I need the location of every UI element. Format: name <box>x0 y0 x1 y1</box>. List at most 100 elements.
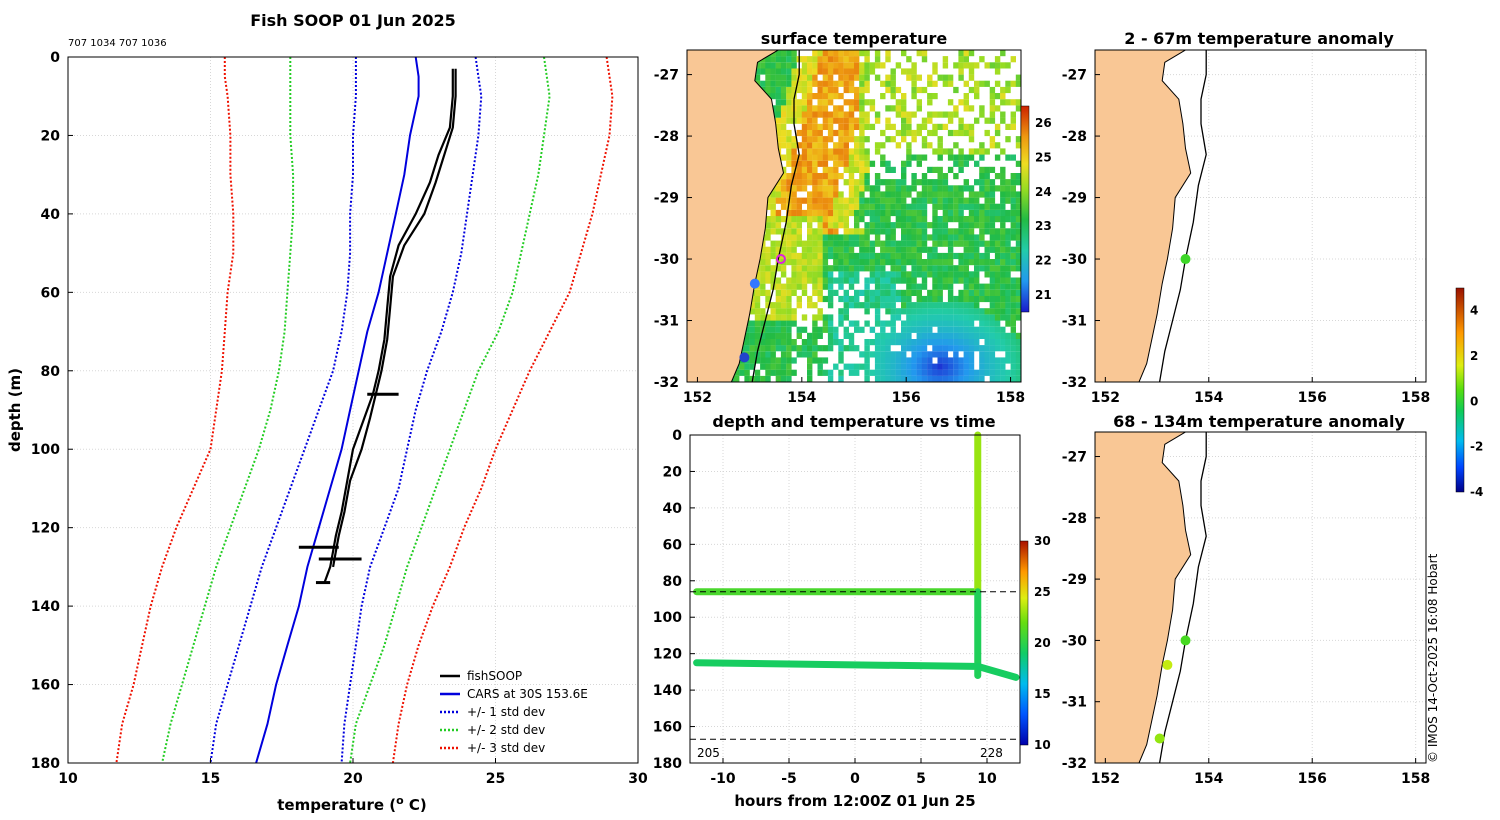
sst-cell <box>817 142 823 149</box>
sst-cell <box>791 154 797 161</box>
sst-cell <box>775 197 782 204</box>
sst-cell <box>937 375 943 382</box>
sst-cell <box>974 283 980 290</box>
sst-cell <box>1015 74 1021 81</box>
sst-cell <box>843 234 849 241</box>
sst-cell <box>854 240 860 247</box>
sst-cell <box>968 222 975 229</box>
sst-cell <box>1005 314 1011 321</box>
sst-cell <box>848 123 855 130</box>
sst-cell <box>942 197 949 204</box>
sst-cell <box>1010 357 1016 364</box>
sst-cell <box>994 142 1001 149</box>
sst-cell <box>895 308 902 315</box>
sst-cell <box>807 228 813 235</box>
sst-marker <box>739 352 750 363</box>
sst-cell <box>911 179 917 186</box>
sst-cell <box>984 339 990 346</box>
sst-cell <box>848 50 855 57</box>
sst-cell <box>901 265 907 272</box>
sst-cell <box>822 209 829 217</box>
sst-cell <box>911 252 917 260</box>
sst-cell <box>775 216 782 223</box>
sst-cell <box>890 203 896 210</box>
sst-cell <box>765 314 771 321</box>
sst-cell <box>765 332 771 339</box>
anomaly-top-y-tick-label: -28 <box>1062 129 1087 145</box>
sst-cell <box>786 363 792 370</box>
sst-cell <box>906 117 912 124</box>
sst-cell <box>937 289 943 296</box>
sst-cell <box>1010 295 1016 303</box>
sst-cell <box>822 179 829 186</box>
sst-cell <box>859 123 865 130</box>
sst-cell <box>859 179 865 186</box>
sst-cell <box>807 197 813 204</box>
sst-cell <box>765 369 771 376</box>
sst-cell <box>791 320 797 327</box>
sst-cell <box>1000 332 1006 339</box>
sst-cell <box>901 234 907 241</box>
sst-cell <box>979 265 985 272</box>
sst-cell <box>984 209 990 217</box>
sst-cell <box>895 142 902 149</box>
sst-cell <box>1010 228 1016 235</box>
sst-cell <box>864 185 870 192</box>
sst-cell <box>848 203 855 210</box>
sst-cell <box>885 216 891 223</box>
sst-cell <box>791 166 797 173</box>
sst-cell <box>1010 277 1016 284</box>
sst-cell <box>885 74 891 81</box>
sst-cell <box>932 369 938 376</box>
sst-cell <box>838 308 844 315</box>
sst-cell <box>974 308 980 315</box>
sst-cell <box>817 203 823 210</box>
sst-cell <box>786 339 792 346</box>
sst-cell <box>1015 363 1021 370</box>
sst-cell <box>859 111 865 118</box>
sst-cell <box>968 191 975 198</box>
sst-cell <box>854 123 860 130</box>
sst-cell <box>833 142 839 149</box>
sst-cell <box>947 295 954 303</box>
sst-cell <box>1000 185 1006 192</box>
sst-cell <box>801 68 808 75</box>
sst-cell <box>885 136 891 143</box>
sst-cell <box>994 326 1001 333</box>
sst-colorbar-tick-label: 25 <box>1035 151 1052 165</box>
sst-cell <box>838 234 844 241</box>
sst-cell <box>827 179 834 186</box>
sst-cell <box>880 80 886 87</box>
sst-cell <box>906 129 912 137</box>
sst-cell <box>958 228 964 235</box>
sst-cell <box>932 93 938 100</box>
sst-cell <box>1021 357 1026 363</box>
sst-cell <box>770 357 776 364</box>
sst-cell <box>979 154 985 161</box>
sst-cell <box>963 228 969 235</box>
sst-cell <box>989 314 996 321</box>
sst-cell <box>833 86 839 94</box>
sst-cell <box>833 68 839 75</box>
sst-cell <box>927 302 933 309</box>
sst-cell <box>775 363 782 370</box>
sst-cell <box>874 259 881 266</box>
sst-cell <box>963 203 969 210</box>
sst-cell <box>770 363 776 370</box>
sst-cell <box>775 289 782 296</box>
sst-cell <box>874 240 881 247</box>
sst-cell <box>984 203 990 210</box>
sst-cell <box>1005 289 1011 296</box>
sst-cell <box>817 56 823 63</box>
sst-cell <box>984 289 990 296</box>
sst-cell <box>854 160 860 167</box>
sst-cell <box>911 265 917 272</box>
sst-cell <box>979 332 985 339</box>
time-y-tick-label: 160 <box>653 720 682 736</box>
sst-cell <box>817 191 823 198</box>
sst-cell <box>1010 56 1016 63</box>
sst-cell <box>827 209 834 217</box>
sst-cell <box>786 173 792 180</box>
sst-cell <box>885 259 891 266</box>
sst-cell <box>843 123 849 130</box>
